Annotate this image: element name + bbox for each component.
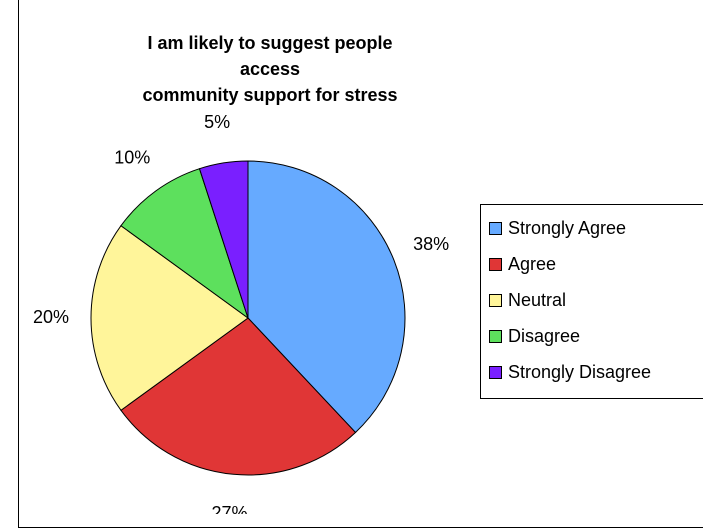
pie-slice-strongly-disagree <box>198 160 249 319</box>
legend-label-neutral: Neutral <box>508 289 567 310</box>
legend-label-agree: Agree <box>508 253 557 274</box>
pie-slices <box>90 160 406 476</box>
legend-label-strongly-disagree: Strongly Disagree <box>508 361 652 382</box>
pie-chart: 38% 27% 20% 10% 5% <box>33 112 449 514</box>
legend-label-strongly-agree: Strongly Agree <box>508 217 627 238</box>
legend-label-disagree: Disagree <box>508 325 581 346</box>
chart-title-line-2: community support for stress <box>142 85 398 105</box>
pie-slice-agree <box>120 317 357 476</box>
legend: Strongly Agree Agree Neutral Disagree St… <box>480 204 703 399</box>
legend-swatch-neutral <box>489 293 502 307</box>
value-label-strongly-disagree: 5% <box>204 112 230 132</box>
chart-title: I am likely to suggest people access com… <box>120 30 420 108</box>
legend-item-strongly-disagree: Strongly Disagree <box>489 359 651 385</box>
legend-item-agree: Agree <box>489 251 556 277</box>
value-label-agree: 27% <box>211 503 247 514</box>
legend-swatch-strongly-agree <box>489 221 502 235</box>
legend-item-neutral: Neutral <box>489 287 566 313</box>
pie-slice-disagree <box>120 168 249 320</box>
legend-item-strongly-agree: Strongly Agree <box>489 215 626 241</box>
value-label-neutral: 20% <box>33 307 69 327</box>
legend-item-disagree: Disagree <box>489 323 580 349</box>
value-label-strongly-agree: 38% <box>413 234 449 254</box>
pie-slice-neutral <box>90 225 249 411</box>
chart-title-line-1: I am likely to suggest people access <box>147 33 393 79</box>
value-label-disagree: 10% <box>114 147 150 167</box>
pie-slice-strongly-agree <box>247 160 406 434</box>
legend-swatch-strongly-disagree <box>489 365 502 379</box>
legend-swatch-disagree <box>489 329 502 343</box>
pie-value-labels: 38% 27% 20% 10% 5% <box>33 112 449 514</box>
legend-swatch-agree <box>489 257 502 271</box>
